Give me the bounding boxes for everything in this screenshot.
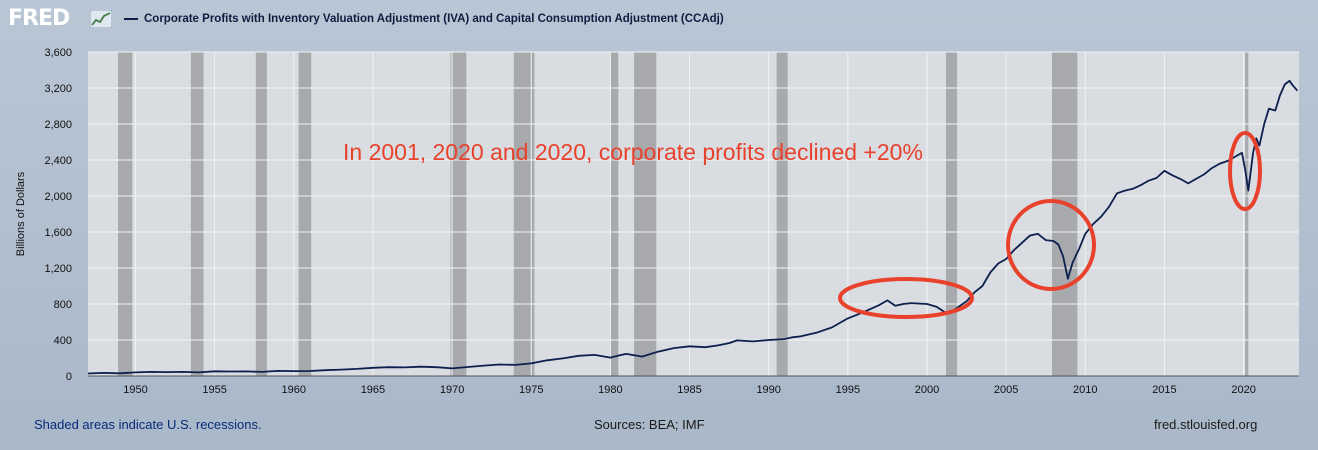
x-tick-label: 1970 xyxy=(440,384,464,396)
x-tick-label: 2000 xyxy=(915,384,939,396)
x-tick-label: 1980 xyxy=(598,384,622,396)
recession-band xyxy=(1052,52,1078,376)
x-tick-label: 1995 xyxy=(836,384,860,396)
x-tick-label: 1955 xyxy=(202,384,226,396)
x-tick-label: 1985 xyxy=(677,384,701,396)
y-tick-label: 1,600 xyxy=(44,227,72,239)
y-tick-label: 800 xyxy=(54,299,72,311)
plot-background xyxy=(88,52,1299,376)
recession-band xyxy=(255,52,267,376)
recession-band xyxy=(298,52,312,376)
site-url[interactable]: fred.stlouisfed.org xyxy=(1154,417,1258,432)
recession-band xyxy=(945,52,958,376)
series-legend[interactable]: Corporate Profits with Inventory Valuati… xyxy=(124,13,724,25)
line-chart: 0 400 800 1,200 1,600 2,000 2,400 2,800 3,200 3,6… xyxy=(15,47,1299,396)
recession-note: Shaded areas indicate U.S. recessions. xyxy=(34,417,262,432)
series-title: Corporate Profits with Inventory Valuati… xyxy=(144,13,724,25)
fred-logo[interactable]: FRED xyxy=(8,6,70,31)
recession-band xyxy=(190,52,204,376)
x-tick-label: 1990 xyxy=(756,384,780,396)
recession-band xyxy=(450,52,467,376)
y-tick-label: 3,600 xyxy=(44,47,72,59)
y-tick-label: 2,000 xyxy=(44,191,72,203)
legend-line-swatch xyxy=(124,17,138,20)
chart-line-icon xyxy=(90,10,112,28)
highlight-circle-2008 xyxy=(1006,199,1096,291)
chart-header: FRED Corporate Profits with Inventory Va… xyxy=(0,0,1318,40)
highlight-circle-2001 xyxy=(838,277,974,319)
x-tick-label: 1965 xyxy=(361,384,385,396)
series-line xyxy=(87,79,1299,375)
x-tick-label: 1960 xyxy=(282,384,306,396)
y-tick-label: 0 xyxy=(66,371,72,383)
sources-note: Sources: BEA; IMF xyxy=(594,417,705,432)
annotation-text: In 2001, 2020 and 2020, corporate profit… xyxy=(343,139,923,165)
x-tick-label: 2005 xyxy=(994,384,1018,396)
y-tick-label: 3,200 xyxy=(44,83,72,95)
highlight-circle-2020 xyxy=(1228,131,1262,211)
recession-band xyxy=(118,52,133,376)
x-tick-label: 2010 xyxy=(1073,384,1097,396)
recession-band xyxy=(634,52,657,376)
y-tick-label: 1,200 xyxy=(44,263,72,275)
recession-band xyxy=(1245,52,1249,376)
x-tick-label: 2020 xyxy=(1231,384,1255,396)
recession-band xyxy=(776,52,788,376)
x-tick-label: 2015 xyxy=(1152,384,1176,396)
y-axis-label: Billions of Dollars xyxy=(15,171,27,256)
recession-band xyxy=(513,52,535,376)
x-tick-label: 1950 xyxy=(123,384,147,396)
y-tick-label: 2,800 xyxy=(44,119,72,131)
recession-band xyxy=(610,52,619,376)
y-tick-label: 400 xyxy=(54,335,72,347)
y-tick-label: 2,400 xyxy=(44,155,72,167)
x-tick-label: 1975 xyxy=(519,384,543,396)
plot-area: 0 400 800 1,200 1,600 2,000 2,400 2,800 3,200 3,6… xyxy=(15,47,1299,396)
